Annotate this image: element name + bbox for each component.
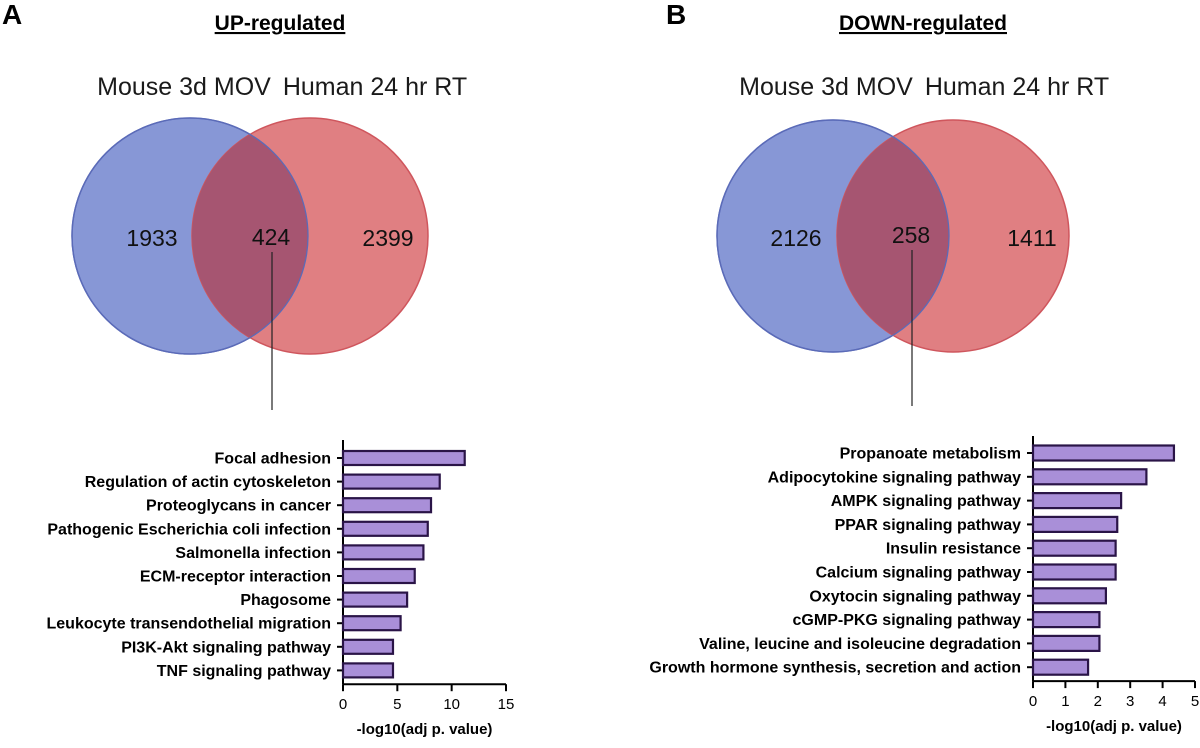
chart-a-bar xyxy=(341,520,429,537)
chart-a-xtick-label: 0 xyxy=(339,696,347,713)
chart-b-bar xyxy=(1031,492,1123,510)
chart-a-category-label: TNF signaling pathway xyxy=(157,663,331,680)
venn-a: Mouse 3d MOV Human 24 hr RT 1933 424 239… xyxy=(71,73,467,410)
chart-b-category-label: Propanoate metabolism xyxy=(840,446,1021,463)
venn-a-left-count: 1933 xyxy=(126,225,177,251)
venn-b-right-count: 1411 xyxy=(1007,225,1056,251)
venn-b-left-label: Mouse 3d MOV xyxy=(739,73,913,101)
chart-a-category-label: Focal adhesion xyxy=(215,451,331,468)
chart-b-xtick-label: 1 xyxy=(1061,693,1069,710)
chart-b-category-label: Calcium signaling pathway xyxy=(816,565,1021,582)
chart-b-category-label: AMPK signaling pathway xyxy=(831,493,1021,510)
chart-a-bar xyxy=(341,449,466,467)
chart-a-bar xyxy=(341,615,402,632)
chart-b-category-label: cGMP-PKG signaling pathway xyxy=(793,612,1022,629)
venn-b-overlap xyxy=(837,120,949,352)
venn-a-overlap-count: 424 xyxy=(252,224,291,250)
chart-a-bar xyxy=(341,473,441,490)
chart-b-bar xyxy=(1031,634,1101,653)
panel-a-title: UP-regulated xyxy=(215,12,346,35)
chart-b-category-label: Valine, leucine and isoleucine degradati… xyxy=(699,636,1021,653)
chart-a-category-label: Leukocyte transendothelial migration xyxy=(47,616,332,633)
chart-a-bar xyxy=(341,497,433,514)
bar-chart-b: Propanoate metabolism Adipocytokine signa… xyxy=(649,436,1199,735)
chart-b-category-label: Growth hormone synthesis, secretion and … xyxy=(649,660,1021,677)
chart-b-bar xyxy=(1031,610,1101,629)
venn-a-left-outline xyxy=(71,117,309,355)
chart-a-bar xyxy=(341,544,425,561)
venn-b-left-count: 2126 xyxy=(770,225,821,251)
venn-a-right-count: 2399 xyxy=(362,225,413,251)
venn-a-left-label: Mouse 3d MOV xyxy=(97,73,271,101)
chart-b-bar xyxy=(1031,563,1117,581)
chart-a-xtick-label: 15 xyxy=(498,696,515,713)
chart-b-category-label: Insulin resistance xyxy=(886,541,1021,558)
chart-b-bar xyxy=(1031,444,1176,462)
venn-a-overlap xyxy=(192,118,308,354)
chart-b-xtick-label: 0 xyxy=(1029,693,1037,710)
chart-b-bar xyxy=(1031,539,1117,557)
chart-b-bar xyxy=(1031,468,1148,486)
chart-b-bar xyxy=(1031,587,1108,605)
chart-a-bar xyxy=(341,662,395,679)
panel-a-letter: A xyxy=(2,0,22,30)
chart-a-xtick-label: 10 xyxy=(443,696,460,713)
chart-b-category-label: Oxytocin signaling pathway xyxy=(809,588,1021,605)
chart-a-category-label: PI3K-Akt signaling pathway xyxy=(121,639,331,656)
chart-b-category-label: Adipocytokine signaling pathway xyxy=(768,469,1021,486)
bar-chart-a: Focal adhesion Regulation of actin cytosk… xyxy=(47,440,515,738)
chart-b-xtick-label: 4 xyxy=(1158,693,1166,710)
chart-b-xtick-label: 3 xyxy=(1126,693,1134,710)
venn-b-right-label: Human 24 hr RT xyxy=(925,73,1109,101)
chart-a-category-label: ECM-receptor interaction xyxy=(140,569,331,586)
venn-b: Mouse 3d MOV Human 24 hr RT 2126 258 141… xyxy=(716,73,1109,406)
venn-b-overlap-count: 258 xyxy=(892,222,930,248)
chart-a-xtick-label: 5 xyxy=(393,696,401,713)
panel-b-letter: B xyxy=(666,0,686,30)
chart-b-bar xyxy=(1031,658,1090,676)
panel-b-title: DOWN-regulated xyxy=(839,12,1007,35)
chart-a-category-label: Regulation of actin cytoskeleton xyxy=(85,474,331,491)
venn-b-left-outline xyxy=(716,119,950,353)
chart-b-x-axis-title: -log10(adj p. value) xyxy=(1046,718,1182,735)
chart-a-bar xyxy=(341,567,416,585)
chart-a-bar xyxy=(341,591,409,608)
chart-b-bar xyxy=(1031,515,1119,534)
venn-a-right-label: Human 24 hr RT xyxy=(283,73,467,101)
chart-b-xtick-label: 2 xyxy=(1094,693,1102,710)
chart-a-bar xyxy=(341,638,395,655)
chart-a-category-label: Salmonella infection xyxy=(175,545,331,562)
chart-a-x-axis-title: -log10(adj p. value) xyxy=(357,721,493,738)
chart-a-category-label: Proteoglycans in cancer xyxy=(146,498,331,515)
chart-b-category-label: PPAR signaling pathway xyxy=(835,517,1022,534)
chart-a-category-label: Pathogenic Escherichia coli infection xyxy=(47,521,331,538)
chart-a-category-label: Phagosome xyxy=(240,592,331,609)
chart-b-xtick-label: 5 xyxy=(1191,693,1199,710)
